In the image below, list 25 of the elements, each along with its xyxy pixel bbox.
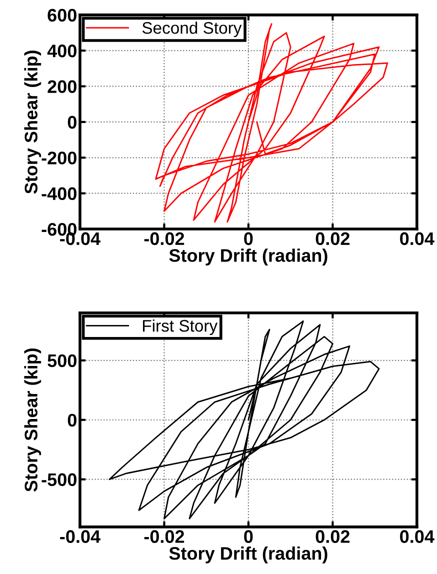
y-tick-label: 600 [48,8,76,22]
legend-label: First Story [143,319,218,336]
x-tick-label: -0.04 [60,530,100,543]
x-tick-label: 0.02 [316,530,350,543]
x-axis-title: Story Drift (radian) [169,248,328,266]
legend-label: Second Story [142,22,242,38]
y-tick-label: -200 [42,152,76,164]
y-axis-title: Story Shear (kip) [24,50,42,194]
y-tick-label: -500 [42,473,76,486]
x-tick-label: 0.04 [400,232,434,246]
y-tick-label: 0 [68,414,76,427]
x-axis-title: Story Drift (radian) [169,546,328,564]
x-tick-label: 0.02 [316,232,350,246]
x-tick-label: 0.04 [400,530,434,543]
x-tick-label: -0.02 [144,530,184,543]
x-tick-label: 0 [244,232,253,246]
x-tick-label: -0.02 [144,232,184,246]
y-tick-label: 400 [47,44,76,58]
y-tick-label: 500 [48,354,76,368]
y-tick-label: -400 [42,187,76,200]
y-tick-label: 200 [48,80,76,94]
line-series [108,320,380,520]
x-tick-label: 0 [244,530,253,543]
y-axis-title: Story Shear (kip) [24,348,42,492]
y-tick-label: 0 [68,116,76,129]
